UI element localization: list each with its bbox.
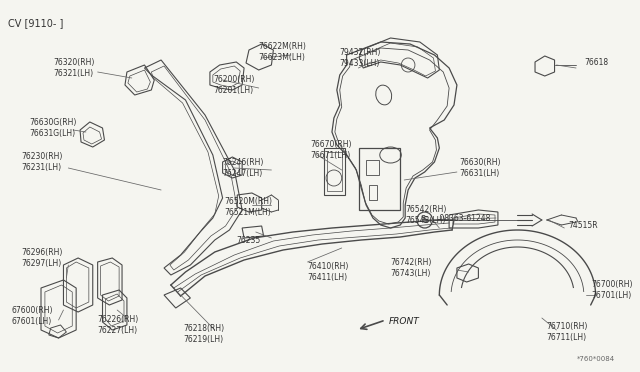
Text: FRONT: FRONT — [388, 317, 419, 327]
Text: 76630(RH)
76631(LH): 76630(RH) 76631(LH) — [459, 158, 500, 178]
Text: 76618: 76618 — [584, 58, 608, 67]
Text: 76710(RH)
76711(LH): 76710(RH) 76711(LH) — [547, 322, 588, 342]
Text: 76246(RH)
76247(LH): 76246(RH) 76247(LH) — [223, 158, 264, 178]
Text: 76226(RH)
76227(LH): 76226(RH) 76227(LH) — [98, 315, 139, 335]
Text: 76630G(RH)
76631G(LH): 76630G(RH) 76631G(LH) — [29, 118, 77, 138]
Text: 74515R: 74515R — [568, 221, 598, 230]
Text: 76622M(RH)
76623M(LH): 76622M(RH) 76623M(LH) — [259, 42, 307, 62]
Text: 76410(RH)
76411(LH): 76410(RH) 76411(LH) — [308, 262, 349, 282]
Text: S: S — [422, 215, 428, 224]
Text: *760*0084: *760*0084 — [577, 356, 615, 362]
Text: 76230(RH)
76231(LH): 76230(RH) 76231(LH) — [22, 152, 63, 172]
Text: 76742(RH)
76743(LH): 76742(RH) 76743(LH) — [390, 258, 432, 278]
Text: 76542(RH)
76543(LH): 76542(RH) 76543(LH) — [405, 205, 447, 225]
Text: 76670(RH)
76671(LH): 76670(RH) 76671(LH) — [310, 140, 352, 160]
Text: 76296(RH)
76297(LH): 76296(RH) 76297(LH) — [22, 248, 63, 268]
Text: 76235: 76235 — [236, 235, 260, 244]
Text: S: S — [420, 215, 425, 221]
Text: 79432(RH)
79433(LH): 79432(RH) 79433(LH) — [340, 48, 381, 68]
Text: 76700(RH)
76701(LH): 76700(RH) 76701(LH) — [591, 280, 633, 300]
Text: 67600(RH)
67601(LH): 67600(RH) 67601(LH) — [12, 306, 53, 326]
Text: 76320(RH)
76321(LH): 76320(RH) 76321(LH) — [54, 58, 95, 78]
Text: 76218(RH)
76219(LH): 76218(RH) 76219(LH) — [184, 324, 225, 344]
Text: CV [9110- ]: CV [9110- ] — [8, 18, 63, 28]
Text: 76520M(RH)
76521M(LH): 76520M(RH) 76521M(LH) — [225, 197, 273, 217]
Text: 76200(RH)
76201(LH): 76200(RH) 76201(LH) — [213, 75, 254, 95]
Text: 08363-61248: 08363-61248 — [437, 214, 491, 222]
